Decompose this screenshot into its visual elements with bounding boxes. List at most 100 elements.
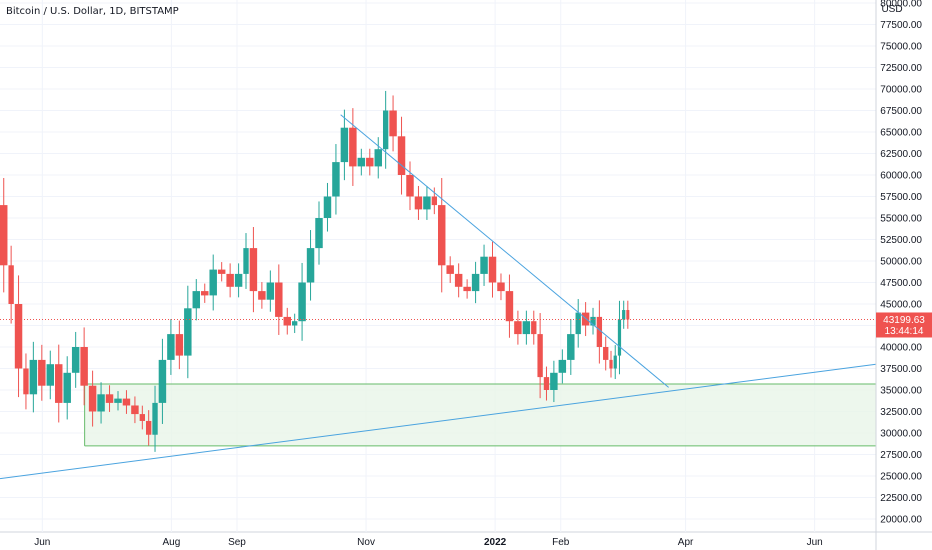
candle-body [438, 205, 446, 266]
candle-body [105, 394, 114, 403]
price-tick-label: 67500.00 [880, 106, 922, 117]
candle-body [366, 157, 374, 167]
price-tick-label: 35000.00 [880, 386, 922, 397]
price-tick-label: 20000.00 [880, 515, 922, 526]
price-tick-label: 70000.00 [880, 85, 922, 96]
time-tick-label: Sep [228, 537, 246, 548]
last-price-tag: 43199.63 13:44:14 [876, 312, 932, 338]
candle-body [454, 273, 463, 287]
candle-body [332, 162, 340, 197]
candle-body [431, 196, 437, 206]
candle-body [603, 347, 609, 360]
chart-grid [0, 0, 932, 533]
candle-body [382, 110, 389, 150]
candle-body [209, 269, 217, 296]
candle-body [596, 316, 603, 347]
support-zone-fill [84, 383, 876, 446]
candle-body [531, 321, 537, 335]
candle-body [537, 334, 543, 378]
candlestick-series [0, 90, 630, 452]
candle-body [550, 372, 558, 390]
candle-body [71, 347, 80, 373]
candle-body [146, 420, 152, 435]
descending-trendline[interactable] [340, 114, 669, 388]
candle-body [8, 265, 14, 304]
candle-body [613, 355, 617, 369]
price-tick-label: 27500.00 [880, 450, 922, 461]
price-tick-label: 72500.00 [880, 63, 922, 74]
price-tick-label: 80000.00 [880, 0, 922, 10]
price-tick-label: 75000.00 [880, 42, 922, 53]
candle-body [340, 127, 349, 163]
candle-body [184, 308, 192, 356]
price-tick-label: 60000.00 [880, 171, 922, 182]
candle-body [23, 368, 29, 395]
candle-body [55, 364, 63, 403]
candle-body [488, 256, 497, 283]
candle-body [446, 265, 454, 274]
candle-body [226, 273, 234, 287]
candle-countdown: 13:44:14 [885, 326, 924, 337]
candle-body [46, 364, 55, 386]
candle-body [243, 248, 249, 274]
time-tick-label: 2022 [484, 537, 507, 548]
time-tick-label: Jun [807, 537, 823, 548]
last-price-value: 43199.63 [883, 315, 925, 326]
time-tick-label: Feb [552, 537, 570, 548]
candle-body [626, 310, 630, 320]
candle-body [192, 291, 201, 309]
price-tick-label: 55000.00 [880, 214, 922, 225]
price-axis[interactable]: USD 80000.00 77500.00 75000.00 72500.00 7000… [875, 0, 922, 550]
candle-body [152, 402, 158, 435]
candle-body [29, 359, 38, 395]
candle-body [158, 359, 167, 403]
candle-body [389, 110, 397, 137]
candle-body [323, 196, 332, 218]
candle-body [80, 347, 88, 386]
candle-body [497, 282, 505, 292]
candle-body [617, 319, 622, 356]
candle-body [406, 175, 414, 197]
time-tick-label: Jun [34, 537, 50, 548]
candle-body [14, 304, 23, 369]
candle-body [167, 334, 175, 360]
ascending-trendline[interactable] [0, 363, 877, 480]
candle-body [471, 273, 480, 292]
time-axis[interactable]: Jun Aug Sep Nov 2022 Feb Apr Jun [34, 537, 822, 548]
candle-body [622, 310, 626, 320]
candle-body [306, 248, 315, 283]
time-tick-label: Aug [162, 537, 180, 548]
trendlines[interactable] [0, 114, 877, 480]
candle-body [423, 196, 431, 210]
candle-body [38, 359, 46, 386]
candle-body [397, 136, 406, 175]
last-price-tag-background [876, 312, 932, 338]
price-tick-label: 65000.00 [880, 128, 922, 139]
candle-body [234, 273, 243, 287]
price-tick-label: 30000.00 [880, 429, 922, 440]
candle-body [266, 282, 275, 300]
price-tick-label: 47500.00 [880, 278, 922, 289]
candle-body [567, 334, 575, 360]
candle-body [217, 269, 226, 274]
candle-body [357, 157, 366, 167]
candle-body [414, 196, 423, 210]
candle-body [514, 321, 522, 335]
candle-body [292, 321, 298, 326]
candle-body [97, 394, 105, 412]
price-tick-label: 40000.00 [880, 343, 922, 354]
chart-title: Bitcoin / U.S. Dollar, 1D, BITSTAMP [6, 6, 179, 17]
candle-body [114, 398, 122, 403]
candle-body [275, 282, 283, 317]
price-tick-label: 22500.00 [880, 493, 922, 504]
currency-label: USD [881, 4, 902, 15]
support-zone[interactable] [84, 383, 876, 447]
candle-body [480, 256, 488, 274]
time-tick-label: Nov [357, 537, 375, 548]
candle-body [463, 286, 471, 292]
price-tick-label: 25000.00 [880, 472, 922, 483]
price-tick-label: 37500.00 [880, 364, 922, 375]
candle-body [298, 282, 306, 322]
candle-body [63, 372, 71, 403]
